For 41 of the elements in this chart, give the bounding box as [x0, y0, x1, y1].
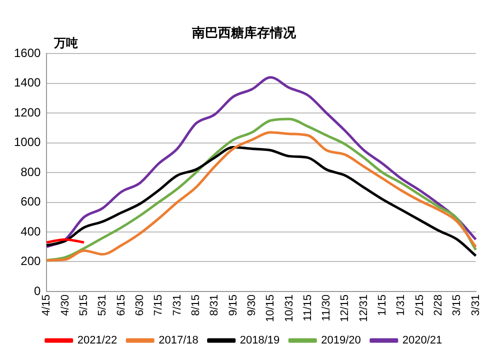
y-tick-label: 1200: [14, 105, 42, 120]
legend-label: 2017/18: [158, 334, 198, 347]
x-tick-label: 5/31: [96, 294, 109, 316]
x-tick-label: 4/15: [40, 294, 53, 316]
x-tick-label: 3/31: [470, 294, 482, 316]
x-tick-label: 10/15: [264, 294, 277, 322]
x-tick-label: 2/15: [414, 294, 426, 316]
y-tick-label: 1400: [14, 76, 42, 90]
legend-label: 2018/19: [240, 334, 280, 347]
x-tick-label: 3/15: [451, 294, 464, 316]
x-tick-label: 6/15: [115, 294, 128, 316]
y-axis-title: 万吨: [53, 36, 78, 50]
x-tick-label: 7/31: [171, 294, 184, 316]
y-tick-label: 1000: [14, 135, 42, 150]
legend-label: 2020/21: [402, 334, 442, 347]
legend-label: 2019/20: [321, 334, 361, 347]
x-tick-label: 7/15: [152, 294, 165, 316]
x-tick-label: 5/15: [78, 294, 90, 316]
line-series: [45, 76, 478, 248]
x-tick-label: 8/15: [190, 294, 202, 316]
x-tick-label: 10/31: [283, 294, 296, 322]
y-tick-label: 0: [34, 284, 42, 298]
y-tick-label: 400: [20, 224, 42, 238]
y-tick-label: 200: [20, 254, 42, 268]
y-tick-label: 600: [20, 194, 42, 209]
x-tick-label: 8/31: [208, 294, 221, 316]
x-tick-label: 11/15: [302, 294, 314, 322]
x-tick-label: 9/30: [246, 294, 258, 316]
x-tick-label: 1/15: [376, 294, 389, 316]
chart-title: 南巴西糖库存情况: [191, 25, 297, 42]
x-tick-label: 1/31: [395, 294, 408, 316]
legend-label: 2021/22: [77, 334, 118, 347]
y-tick-label: 1600: [14, 46, 42, 60]
x-tick-label: 6/30: [134, 294, 146, 316]
x-tick-label: 11/30: [320, 294, 333, 322]
x-tick-label: 2/28: [432, 294, 445, 316]
x-tick-label: 9/15: [227, 294, 240, 316]
x-tick-label: 4/30: [59, 294, 72, 316]
x-tick-label: 12/31: [358, 294, 370, 322]
y-tick-label: 800: [20, 164, 42, 179]
x-tick-label: 12/15: [339, 294, 352, 322]
